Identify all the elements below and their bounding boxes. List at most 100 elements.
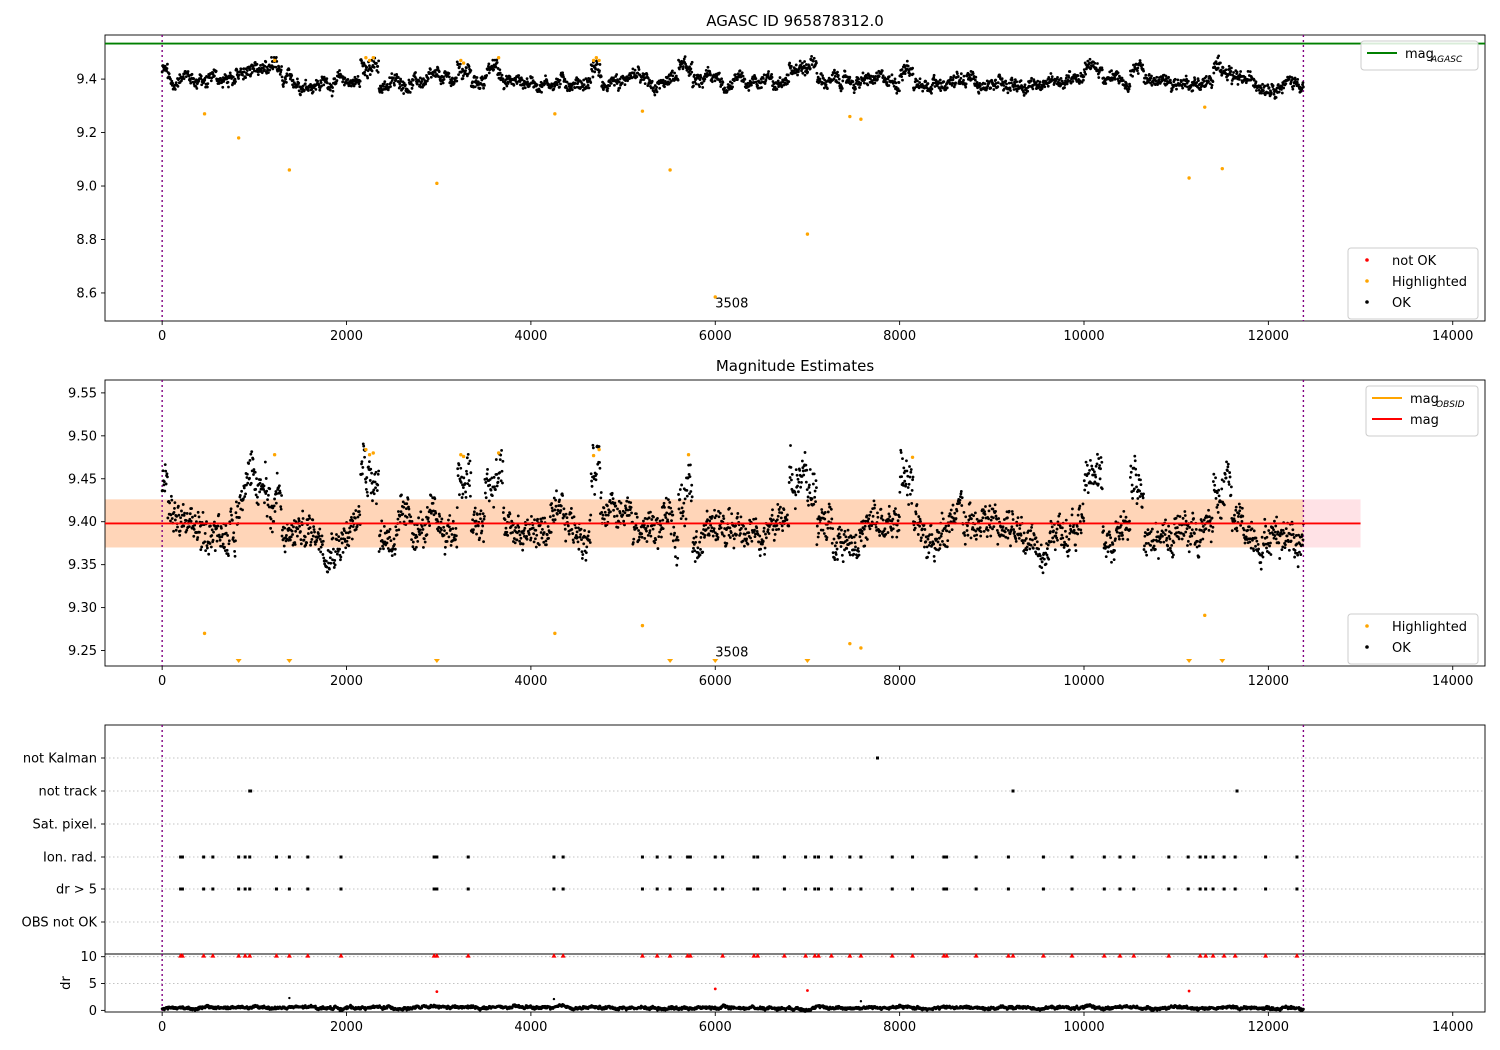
ok-point: [221, 533, 225, 536]
ok-point: [395, 529, 399, 532]
ok-point: [989, 86, 993, 90]
ok-point: [762, 529, 766, 533]
ok-point: [479, 517, 482, 521]
ok-point: [455, 60, 459, 64]
ok-point: [1049, 540, 1053, 544]
ok-point: [254, 487, 258, 491]
ok-point: [1158, 536, 1162, 540]
ok-point: [705, 509, 709, 513]
ok-point: [250, 71, 254, 74]
ok-point: [570, 527, 574, 531]
ok-point: [527, 84, 531, 88]
ok-point: [764, 536, 768, 540]
ok-point: [629, 501, 633, 505]
ok-point: [1009, 544, 1012, 548]
ok-point: [921, 533, 925, 537]
ok-point: [887, 75, 891, 79]
ok-point: [512, 537, 516, 540]
ok-point: [314, 87, 318, 91]
ok-point: [577, 547, 581, 551]
ok-point: [840, 528, 843, 532]
ok-point: [1058, 512, 1062, 516]
ok-point: [701, 550, 705, 554]
ok-point: [812, 472, 816, 476]
ok-point: [247, 462, 251, 465]
ok-point: [1224, 68, 1228, 72]
ok-point: [1226, 72, 1230, 76]
ok-point: [884, 532, 888, 536]
ok-point: [226, 534, 229, 537]
ok-point: [955, 509, 959, 513]
ok-point: [258, 481, 262, 485]
ok-point: [1141, 63, 1145, 67]
ok-point: [889, 526, 893, 530]
ok-point: [190, 507, 193, 510]
ok-point: [580, 538, 583, 542]
ok-point: [570, 507, 573, 510]
ok-point: [1166, 544, 1170, 548]
ok-point: [437, 70, 441, 74]
ok-point: [475, 76, 479, 79]
ok-point: [1052, 540, 1056, 544]
ok-point: [317, 532, 320, 536]
ok-point: [1071, 79, 1075, 83]
ok-point: [756, 84, 759, 87]
ok-point: [417, 516, 420, 520]
ok-point: [398, 514, 402, 518]
ok-point: [590, 484, 594, 488]
ok-point: [331, 89, 335, 93]
ok-point: [333, 77, 337, 81]
ok-point: [1121, 537, 1125, 541]
ok-point: [775, 528, 778, 531]
ok-point: [1185, 77, 1188, 81]
ok-point: [908, 72, 912, 76]
ok-point: [916, 79, 919, 83]
ok-point: [709, 523, 713, 527]
ok-point: [401, 500, 405, 504]
ok-point: [854, 545, 857, 549]
ok-point: [1024, 537, 1028, 540]
ok-point: [635, 515, 639, 519]
ok-point: [525, 537, 529, 541]
ok-point: [723, 86, 727, 90]
ok-point: [660, 535, 663, 539]
y-tick-label: 9.35: [68, 558, 97, 573]
ok-point: [710, 80, 714, 84]
ok-point: [429, 68, 432, 71]
ok-point: [402, 92, 406, 95]
ok-point: [975, 533, 979, 537]
ok-point: [308, 516, 312, 520]
ok-point: [160, 70, 164, 74]
ok-point: [1199, 88, 1203, 91]
ok-point: [941, 517, 945, 521]
ok-point: [1080, 80, 1084, 84]
ok-point: [339, 558, 342, 562]
ok-point: [288, 538, 292, 542]
ok-point: [634, 512, 638, 516]
ok-point: [1099, 467, 1102, 471]
ok-point: [414, 545, 418, 549]
ok-point: [946, 539, 950, 543]
ok-point: [169, 519, 172, 523]
ok-point: [873, 81, 877, 85]
ok-point: [930, 87, 934, 91]
ok-point: [1136, 66, 1140, 70]
ok-point: [418, 528, 422, 532]
ok-point: [952, 85, 956, 89]
ok-point: [203, 532, 207, 535]
ok-point: [1193, 76, 1196, 80]
ok-point: [708, 519, 712, 523]
ok-point: [1261, 82, 1264, 86]
ok-point: [237, 501, 241, 505]
ok-point: [170, 517, 174, 520]
ok-point: [461, 492, 465, 496]
ok-point: [459, 466, 463, 470]
ok-point: [411, 545, 415, 549]
ok-point: [1219, 61, 1222, 65]
ok-point: [229, 507, 233, 511]
ok-point: [458, 62, 462, 66]
ok-point: [397, 528, 401, 532]
ok-point: [1211, 80, 1215, 83]
ok-point: [544, 539, 548, 543]
ok-point: [1186, 79, 1190, 83]
